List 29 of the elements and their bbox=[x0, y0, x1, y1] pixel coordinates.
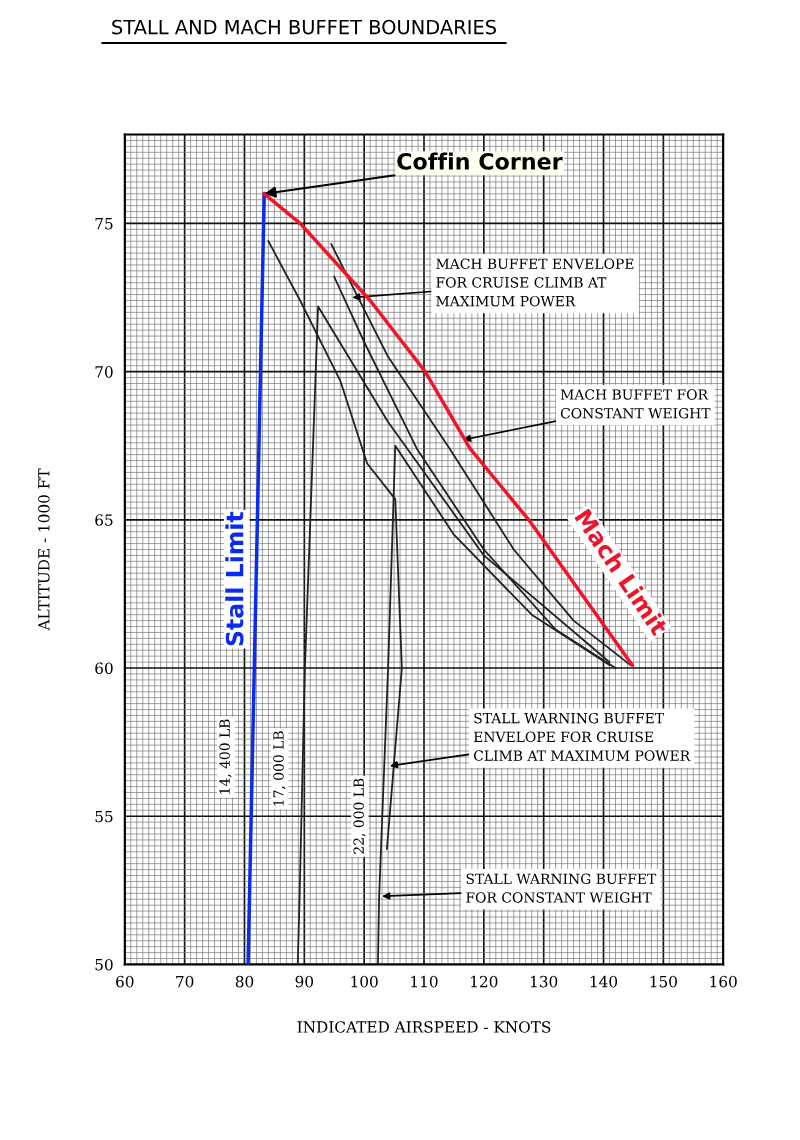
x-tick-label: 80 bbox=[235, 975, 254, 988]
annotation: MACH BUFFET FOR CONSTANT WEIGHT bbox=[560, 389, 711, 419]
x-tick-label: 160 bbox=[710, 975, 737, 988]
y-tick-label: 60 bbox=[95, 662, 113, 675]
text: Stall Limit bbox=[225, 511, 244, 646]
x-tick-label: 60 bbox=[116, 975, 134, 988]
x-tick-label: 140 bbox=[590, 975, 618, 988]
x-tick-label: 110 bbox=[411, 975, 438, 988]
annotation: 17, 000 LB bbox=[273, 731, 286, 806]
y-axis-title: ALTITUDE - 1000 FT bbox=[38, 468, 50, 631]
chart-title: STALL AND MACH BUFFET BOUNDARIES bbox=[112, 19, 496, 35]
x-axis-title: INDICATED AIRSPEED - KNOTS bbox=[297, 1021, 551, 1033]
annotation: STALL WARNING BUFFET ENVELOPE FOR CRUISE CLIMB AT MAXIMUM POWER bbox=[473, 712, 691, 761]
annotation: Coffin Corner bbox=[397, 152, 563, 170]
y-tick-label: 50 bbox=[95, 958, 113, 971]
x-tick-label: 120 bbox=[471, 975, 498, 988]
x-tick-label: 130 bbox=[530, 975, 558, 988]
y-tick-label: 75 bbox=[95, 218, 113, 230]
x-tick-label: 90 bbox=[295, 975, 314, 988]
annotation: 14, 400 LB bbox=[219, 719, 232, 794]
x-tick-label: 150 bbox=[650, 975, 677, 988]
x-tick-label: 70 bbox=[176, 975, 194, 988]
annotation: 22, 000 LB bbox=[353, 778, 366, 854]
annotation: MACH BUFFET ENVELOPE FOR CRUISE CLIMB AT MAXIMUM POWER bbox=[436, 258, 634, 307]
y-tick-label: 70 bbox=[95, 366, 113, 378]
annotation: STALL WARNING BUFFET FOR CONSTANT WEIGHT bbox=[466, 873, 657, 903]
x-tick-label: 100 bbox=[351, 975, 378, 988]
y-tick-label: 65 bbox=[95, 514, 113, 526]
y-tick-label: 55 bbox=[95, 810, 113, 823]
